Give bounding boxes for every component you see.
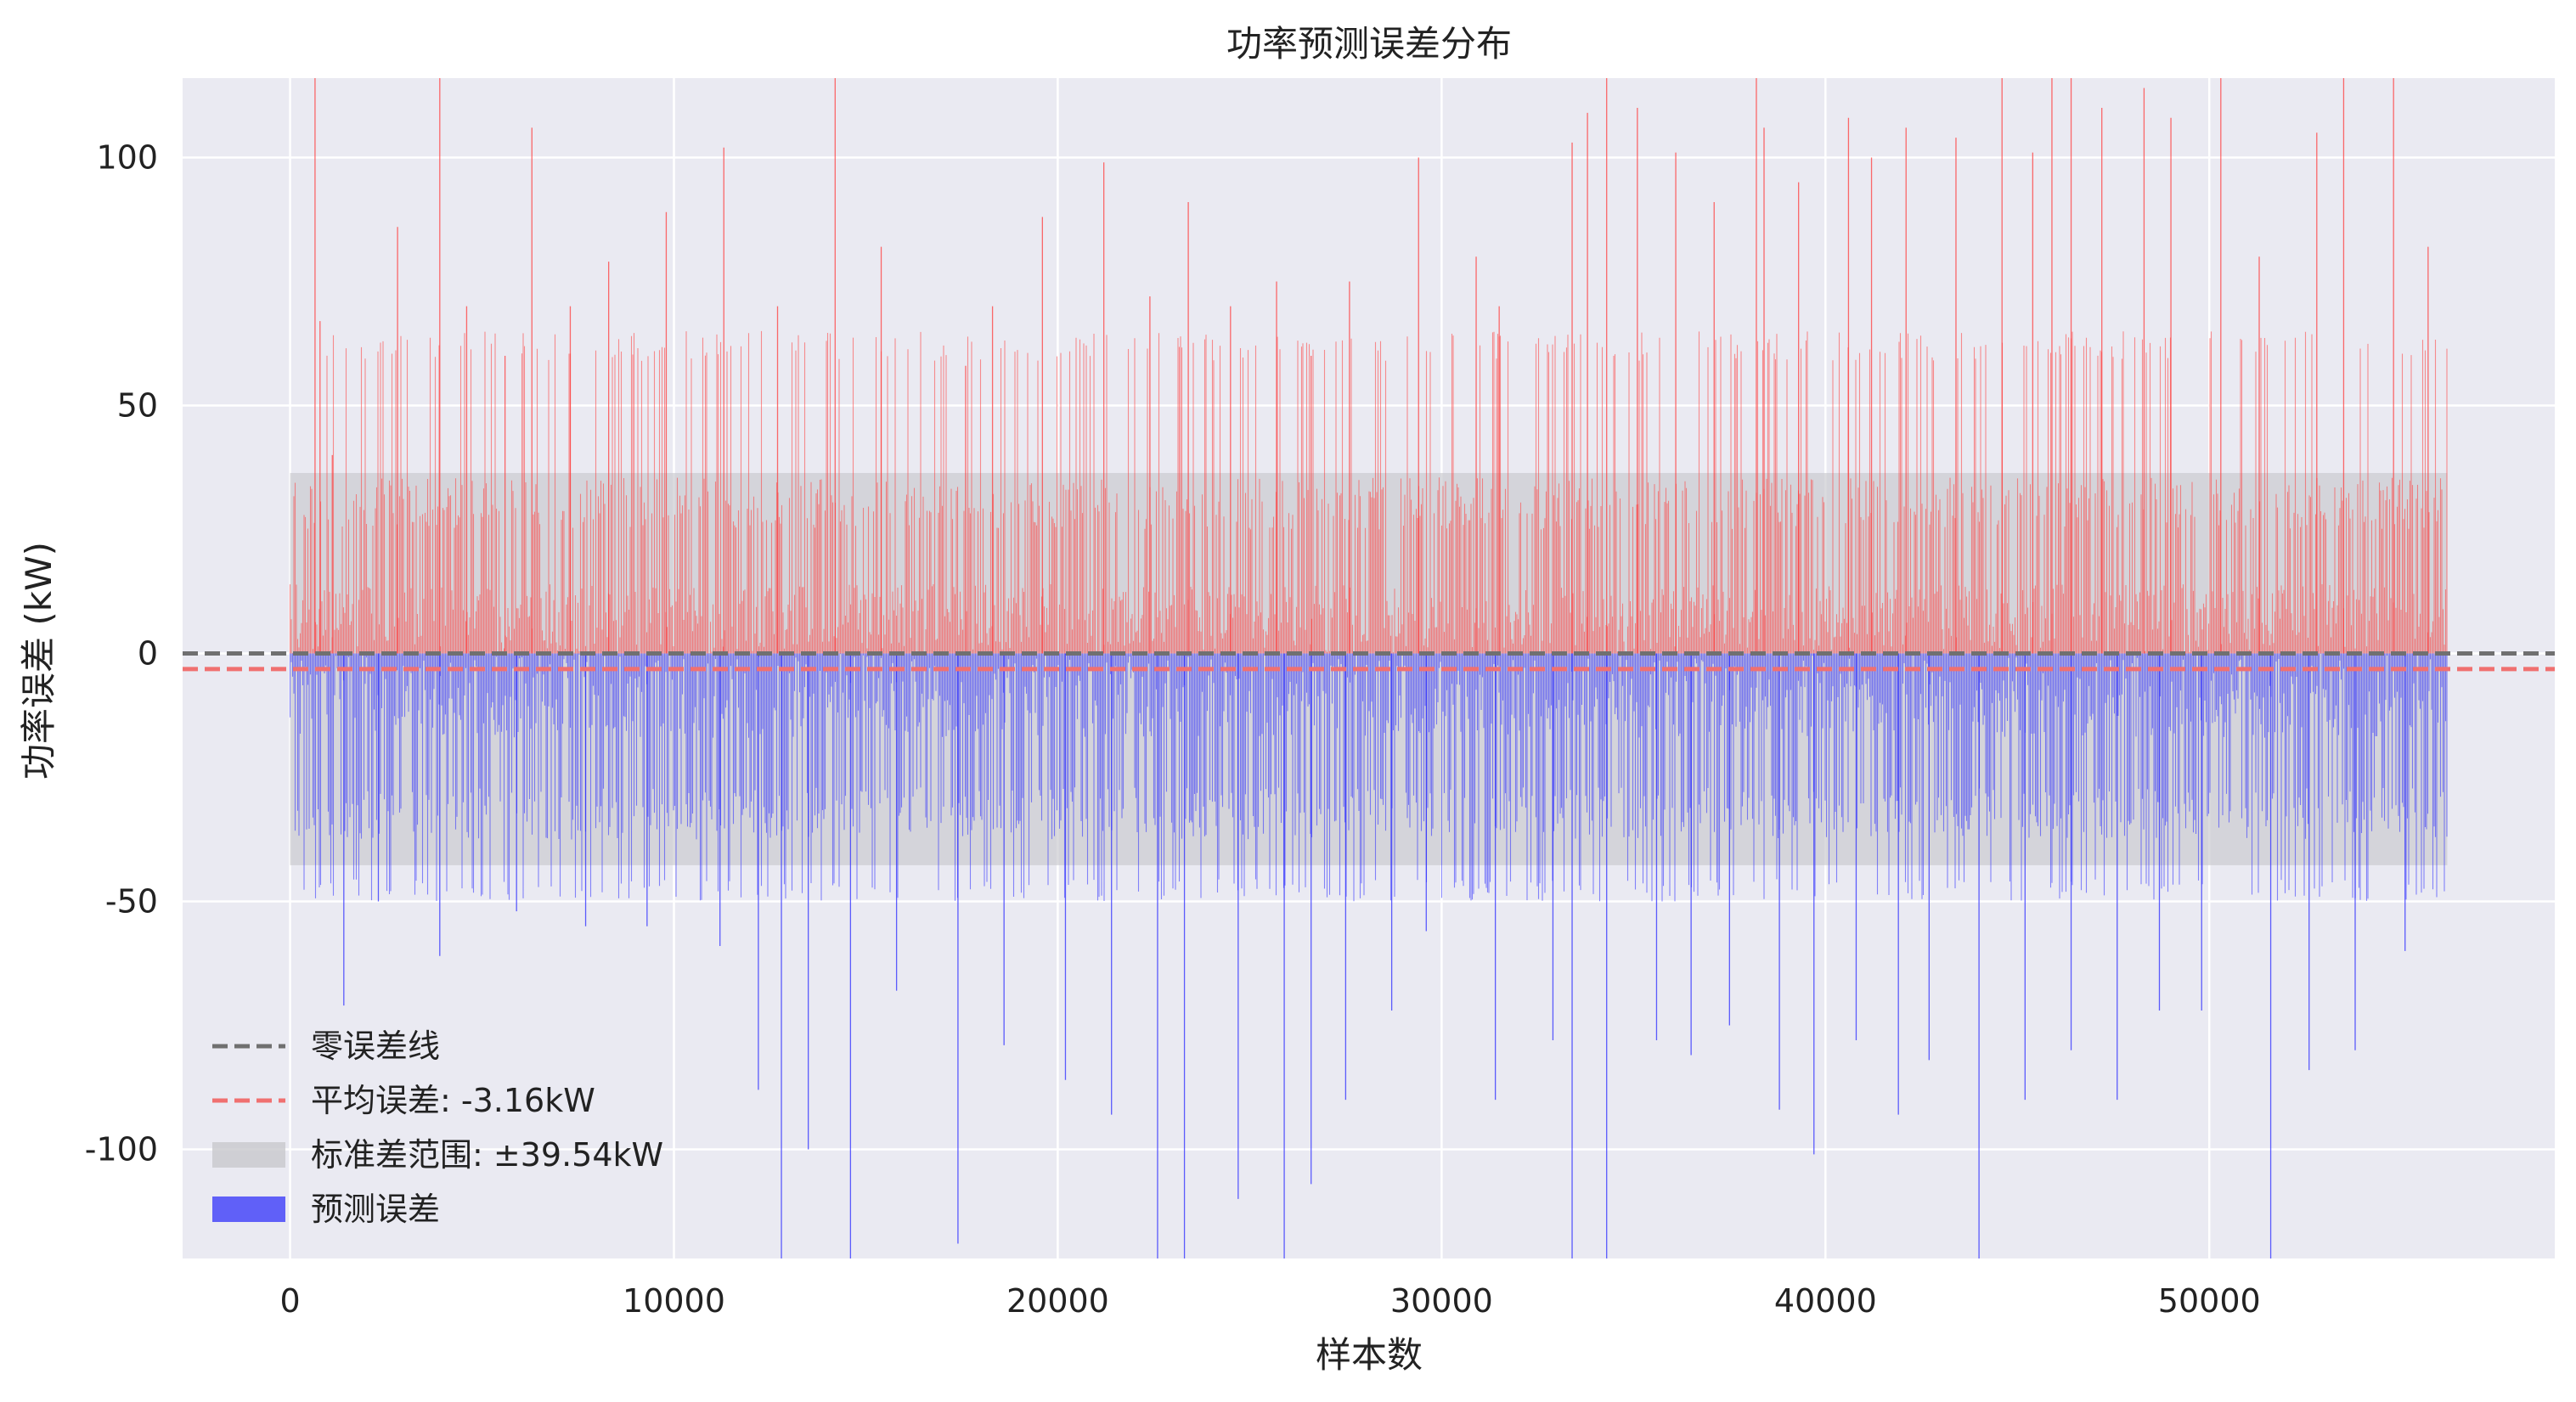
y-tick-label: 50: [117, 386, 158, 424]
legend-std-swatch: [212, 1142, 285, 1168]
y-tick-label: 0: [138, 634, 158, 672]
legend-error-swatch: [212, 1196, 285, 1222]
legend-label: 预测误差: [311, 1191, 440, 1228]
x-tick-label: 20000: [1006, 1282, 1109, 1320]
negative-error-bars: [289, 653, 2448, 902]
legend-label: 标准差范围: ±39.54kW: [311, 1136, 663, 1174]
x-tick-label: 0: [279, 1282, 300, 1320]
y-tick-label: 100: [96, 138, 158, 176]
reference-lines: [183, 650, 2555, 672]
legend-label: 零误差线: [311, 1028, 440, 1065]
x-tick-label: 40000: [1774, 1282, 1877, 1320]
y-axis-label: 功率误差 (kW): [18, 542, 59, 780]
x-tick-label: 50000: [2158, 1282, 2261, 1320]
legend-label: 平均误差: -3.16kW: [311, 1082, 595, 1119]
x-tick-labels: 0 10000 20000 30000 40000 50000: [279, 1282, 2260, 1320]
x-axis-label: 样本数: [1316, 1334, 1423, 1376]
y-tick-label: -50: [105, 882, 158, 920]
chart-title: 功率预测误差分布: [1226, 23, 1512, 65]
y-tick-label: -100: [85, 1131, 158, 1168]
x-tick-label: 10000: [623, 1282, 725, 1320]
x-tick-label: 30000: [1390, 1282, 1493, 1320]
y-tick-labels: -100 -50 0 50 100: [85, 138, 158, 1168]
